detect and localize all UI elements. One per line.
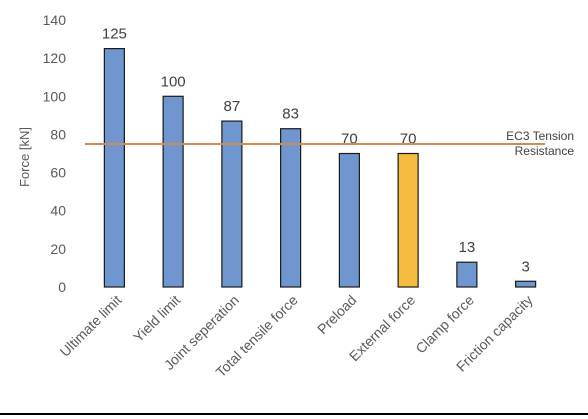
- x-tick-label: Yield limit: [130, 292, 183, 345]
- bar-external-force: [397, 152, 419, 288]
- y-tick-label: 80: [50, 126, 66, 142]
- x-tick-label: Ultimate limit: [57, 292, 125, 360]
- bars: [103, 48, 537, 288]
- bar-joint-seperation: [221, 120, 243, 288]
- bar-preload: [338, 152, 360, 288]
- y-tick-label: 100: [43, 88, 67, 104]
- data-label: 100: [161, 73, 186, 90]
- bar-yield-limit: [162, 95, 184, 288]
- y-tick-label: 60: [50, 165, 66, 181]
- y-tick-label: 0: [58, 279, 66, 295]
- y-tick-label: 20: [50, 241, 66, 257]
- data-label: 83: [282, 106, 299, 123]
- data-label: 87: [224, 98, 241, 115]
- reference-line-label: EC3 Tension: [506, 129, 574, 143]
- bar-total-tensile-force: [280, 128, 302, 288]
- y-tick-label: 120: [43, 50, 67, 66]
- y-axis: 0 20 40 60 80 100 120 140: [43, 12, 67, 295]
- reference-line-label: Resistance: [515, 144, 575, 158]
- y-axis-label: Force [kN]: [17, 127, 32, 187]
- data-label: 125: [102, 26, 127, 43]
- data-label: 3: [521, 258, 529, 275]
- bar-friction-capacity: [515, 280, 537, 288]
- y-tick-label: 40: [50, 203, 66, 219]
- data-label: 13: [459, 239, 476, 256]
- bar-ultimate-limit: [103, 48, 125, 288]
- x-tick-label: Clamp force: [412, 292, 477, 357]
- y-tick-label: 140: [43, 12, 67, 28]
- bar-clamp-force: [456, 261, 478, 288]
- x-tick-label: Preload: [314, 292, 359, 337]
